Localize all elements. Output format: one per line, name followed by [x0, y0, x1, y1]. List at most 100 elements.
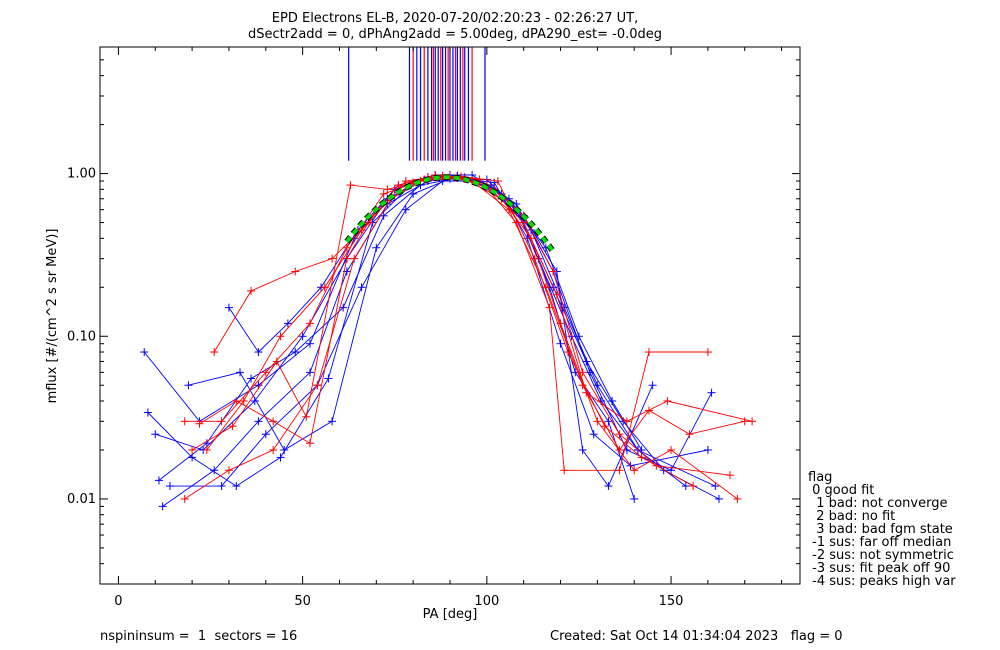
- series-line: [191, 176, 694, 487]
- data-point: [556, 339, 565, 348]
- data-point: [339, 303, 348, 312]
- data-point: [184, 381, 193, 390]
- data-point: [560, 466, 569, 475]
- data-point: [703, 445, 712, 454]
- data-point: [604, 482, 613, 491]
- data-point: [202, 445, 211, 454]
- data-point: [239, 396, 248, 405]
- fit-curve: [345, 175, 555, 253]
- data-point: [586, 368, 594, 377]
- data-point: [313, 381, 322, 390]
- data-point: [217, 417, 226, 426]
- data-point: [707, 388, 716, 397]
- data-point: [615, 445, 624, 454]
- footer-created-info: Created: Sat Oct 14 01:34:04 2023 flag =…: [550, 629, 843, 644]
- footer-spin-info: nspininsum = 1 sectors = 16: [100, 629, 297, 644]
- x-tick-label: 50: [294, 594, 311, 609]
- data-point: [143, 408, 152, 417]
- plot-area: [140, 47, 757, 511]
- data-point: [372, 243, 381, 252]
- data-point: [195, 419, 204, 428]
- data-point: [663, 396, 672, 405]
- data-point: [302, 412, 311, 421]
- legend-title: flag: [808, 470, 832, 485]
- legend-item: -4 sus: peaks high var: [808, 574, 956, 589]
- data-point: [350, 254, 359, 263]
- data-point: [180, 494, 189, 503]
- data-point: [280, 445, 289, 454]
- x-axis: 0 50 100 150: [114, 47, 783, 609]
- series-line: [143, 176, 716, 487]
- data-point: [158, 502, 167, 511]
- data-point: [140, 348, 149, 357]
- y-tick-label: 0.10: [67, 329, 96, 344]
- data-point: [589, 430, 598, 439]
- data-point: [379, 189, 388, 198]
- data-point: [357, 283, 366, 292]
- data-point: [228, 422, 237, 431]
- data-point: [291, 348, 300, 357]
- data-point: [154, 476, 163, 485]
- data-point: [269, 417, 278, 426]
- data-point: [224, 303, 233, 312]
- data-point: [383, 185, 392, 194]
- series-line: [184, 177, 731, 476]
- data-point: [740, 417, 749, 426]
- data-point: [552, 290, 561, 299]
- data-point: [306, 339, 314, 348]
- series-line: [228, 174, 642, 451]
- legend-item: -1 sus: far off median: [808, 535, 951, 550]
- data-point: [493, 177, 502, 186]
- data-point: [224, 466, 233, 475]
- series-line: [170, 180, 712, 487]
- data-point: [291, 267, 300, 276]
- data-point: [659, 466, 668, 475]
- y-axis: 0.01 0.10 1.00: [67, 46, 800, 585]
- data-point: [615, 430, 624, 439]
- data-point: [549, 267, 558, 276]
- y-tick-label: 0.01: [67, 492, 96, 507]
- data-point: [604, 417, 613, 426]
- data-point: [261, 430, 270, 439]
- data-point: [714, 494, 723, 503]
- data-point: [272, 357, 281, 366]
- x-tick-label: 0: [114, 594, 122, 609]
- data-point: [490, 178, 499, 187]
- series-line: [188, 178, 654, 488]
- data-point: [328, 417, 337, 426]
- data-point: [346, 181, 355, 190]
- data-point: [703, 348, 712, 357]
- data-point: [685, 430, 694, 439]
- data-point: [733, 494, 742, 503]
- data-point: [320, 283, 329, 292]
- flag-legend: flag 0 good fit 1 bad: not converge 2 ba…: [808, 470, 956, 589]
- data-point: [306, 319, 314, 328]
- data-point: [622, 417, 631, 426]
- data-point: [726, 471, 734, 480]
- data-point: [711, 482, 720, 491]
- data-point: [648, 381, 657, 390]
- data-point: [394, 181, 403, 190]
- data-point: [574, 332, 583, 341]
- data-point: [180, 417, 189, 426]
- data-point: [608, 396, 617, 405]
- legend-item: 3 bad: bad fgm state: [808, 522, 953, 537]
- data-point: [563, 348, 572, 357]
- chart-title-line2: dSectr2add = 0, dPhAng2add = 5.00deg, dP…: [248, 27, 662, 42]
- x-tick-label: 100: [474, 594, 499, 609]
- data-point: [401, 177, 410, 186]
- data-point: [217, 482, 226, 491]
- legend-item: 0 good fit: [808, 483, 874, 498]
- data-point: [615, 466, 624, 475]
- data-point: [232, 396, 241, 405]
- legend-item: 2 bad: no fit: [808, 509, 895, 524]
- data-point: [232, 482, 241, 491]
- data-point: [667, 445, 676, 454]
- data-point: [236, 368, 244, 377]
- data-point: [261, 368, 270, 377]
- data-point: [644, 348, 653, 357]
- data-point: [166, 482, 174, 491]
- data-point: [298, 332, 307, 341]
- series-line: [184, 176, 738, 500]
